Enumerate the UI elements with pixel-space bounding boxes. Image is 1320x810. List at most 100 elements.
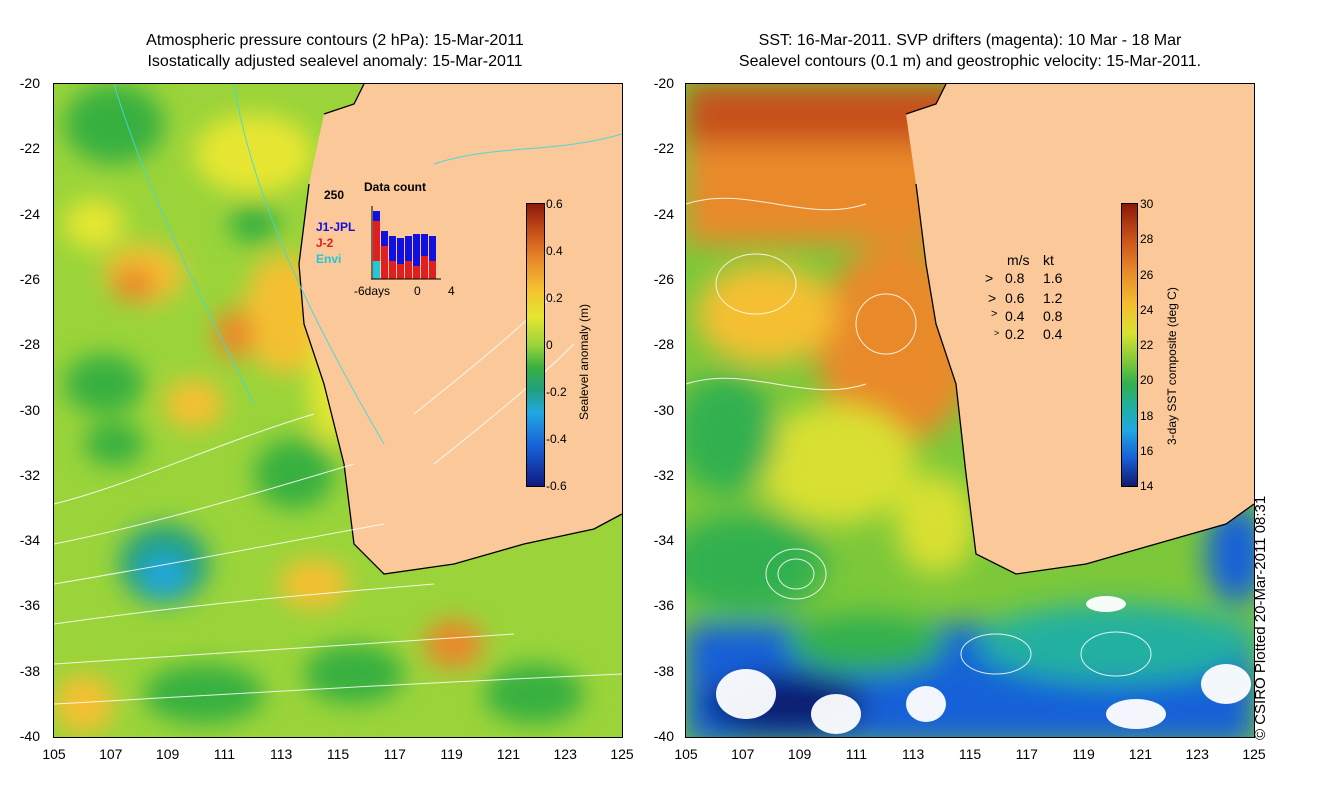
vel-row-3-ms: 0.4: [1005, 308, 1025, 324]
colorbar-tick-label: 30: [1140, 197, 1154, 211]
right-title-line1: SST: 16-Mar-2011. SVP drifters (magenta)…: [758, 32, 1182, 49]
y-tick-label: -34: [19, 532, 40, 549]
colorbar-tick-label: 16: [1140, 443, 1154, 458]
left-panel-title: Atmospheric pressure contours (2 hPa): 1…: [40, 30, 630, 72]
bar-4: [397, 238, 404, 279]
y-tick-label: -36: [653, 597, 674, 614]
bar-1-j2: [373, 221, 380, 279]
y-tick-label: -40: [653, 728, 674, 744]
inset-xtick-3: 4: [448, 284, 455, 298]
y-tick-label: -28: [19, 336, 40, 353]
right-panel-title: SST: 16-Mar-2011. SVP drifters (magenta)…: [660, 30, 1280, 72]
x-tick-label: 107: [99, 746, 123, 762]
sealevel-colorbar: [526, 203, 545, 487]
vel-row-1-kt: 1.6: [1043, 270, 1063, 286]
vel-row-1-ms: 0.8: [1005, 270, 1025, 286]
x-tick-label: 115: [958, 746, 982, 762]
inset-ymax: 250: [324, 188, 345, 202]
colorbar-tick-label: -0.6: [546, 479, 567, 493]
x-tick-label: 109: [155, 746, 180, 762]
sealevel-colorbar-title: Sealevel anomaly (m): [577, 303, 591, 420]
x-tick-label: 125: [1242, 746, 1266, 762]
x-tick-label: 107: [731, 746, 755, 762]
inset-title: Data count: [364, 180, 427, 194]
colorbar-tick-label: 0: [546, 338, 553, 352]
colorbar-tick-label: 26: [1140, 267, 1154, 282]
legend-j2: J-2: [316, 236, 334, 250]
bar-8: [429, 236, 436, 279]
bar-6: [413, 234, 420, 279]
x-tick-label: 111: [213, 746, 236, 762]
bar-8-j2: [429, 261, 436, 279]
bar-5-j2: [405, 261, 412, 279]
vel-row-2-kt: 1.2: [1043, 290, 1063, 306]
vel-row-4-ms: 0.2: [1005, 326, 1025, 342]
vel-row-3-kt: 0.8: [1043, 308, 1063, 324]
inset-xtick-2: 0: [414, 284, 421, 298]
bar-3-j2: [389, 261, 396, 279]
sst-colorbar: [1121, 203, 1138, 487]
colorbar-tick-label: 0.4: [546, 244, 563, 258]
x-tick-label: 113: [902, 746, 925, 762]
vel-arrow-icon: >: [994, 328, 1000, 338]
y-tick-label: -38: [19, 662, 40, 679]
x-tick-label: 109: [787, 746, 812, 762]
vel-arrow-icon: >: [988, 290, 997, 306]
x-tick-label: 125: [610, 746, 634, 762]
colorbar-tick-label: 28: [1140, 232, 1154, 247]
bar-6-j2: [413, 266, 420, 279]
colorbar-tick-label: 0.6: [546, 197, 563, 211]
bar-2-j2: [381, 246, 388, 279]
x-tick-label: 111: [845, 746, 868, 762]
velocity-legend: m/s kt > 0.8 1.6 > 0.6 1.2 > 0.4 0.8 > 0…: [985, 252, 1095, 352]
y-tick-label: -24: [19, 205, 40, 222]
x-tick-label: 117: [383, 746, 406, 762]
left-title-line2: Isostatically adjusted sealevel anomaly:…: [147, 53, 523, 70]
y-tick-label: -36: [19, 597, 40, 614]
colorbar-tick-label: 0.2: [546, 291, 563, 305]
y-tick-label: -26: [653, 270, 674, 287]
y-tick-label: -38: [653, 662, 674, 679]
colorbar-tick-label: 18: [1140, 408, 1154, 423]
inset-histogram: [371, 206, 441, 280]
y-tick-label: -20: [19, 75, 40, 91]
x-tick-label: 119: [1072, 746, 1095, 762]
legend-j1-jpl: J1-JPL: [316, 220, 356, 234]
bar-4-j2: [397, 264, 404, 279]
y-tick-label: -32: [19, 466, 40, 483]
y-tick-label: -30: [19, 401, 40, 418]
y-tick-label: -40: [19, 728, 40, 744]
x-tick-label: 121: [496, 746, 521, 762]
sst-map: [685, 83, 1255, 738]
left-title-line1: Atmospheric pressure contours (2 hPa): 1…: [146, 32, 524, 49]
sst-colorbar-title: 3-day SST composite (deg C): [1165, 287, 1179, 445]
y-tick-label: -34: [653, 532, 674, 549]
x-tick-label: 117: [1015, 746, 1038, 762]
x-tick-label: 123: [553, 746, 577, 762]
colorbar-tick-label: -0.2: [546, 385, 567, 399]
inset-xtick-1: -6days: [354, 284, 391, 298]
y-tick-label: -32: [653, 466, 674, 483]
y-tick-label: -28: [653, 336, 674, 353]
x-tick-label: 121: [1128, 746, 1153, 762]
x-tick-label: 105: [674, 746, 698, 762]
y-tick-label: -24: [653, 205, 674, 222]
colorbar-tick-label: 22: [1140, 338, 1154, 352]
y-tick-label: -30: [653, 401, 674, 418]
vel-arrow-icon: >: [991, 308, 998, 320]
vel-header-ms: m/s: [1007, 252, 1030, 268]
colorbar-tick-label: 14: [1140, 479, 1154, 493]
x-tick-label: 115: [326, 746, 350, 762]
vel-row-4-kt: 0.4: [1043, 326, 1063, 342]
x-tick-label: 119: [440, 746, 463, 762]
bar-5: [405, 236, 412, 279]
y-tick-label: -22: [19, 140, 40, 157]
bar-7-j2: [421, 256, 428, 279]
x-tick-label: 123: [1185, 746, 1209, 762]
legend-envi: Envi: [316, 252, 342, 266]
sst-field: [686, 84, 1254, 737]
y-tick-label: -20: [653, 75, 674, 91]
bar-3: [389, 236, 396, 279]
data-count-inset: Data count 250 J1-JPL J-2 Envi -6days 0 …: [316, 176, 466, 301]
x-tick-label: 113: [270, 746, 293, 762]
